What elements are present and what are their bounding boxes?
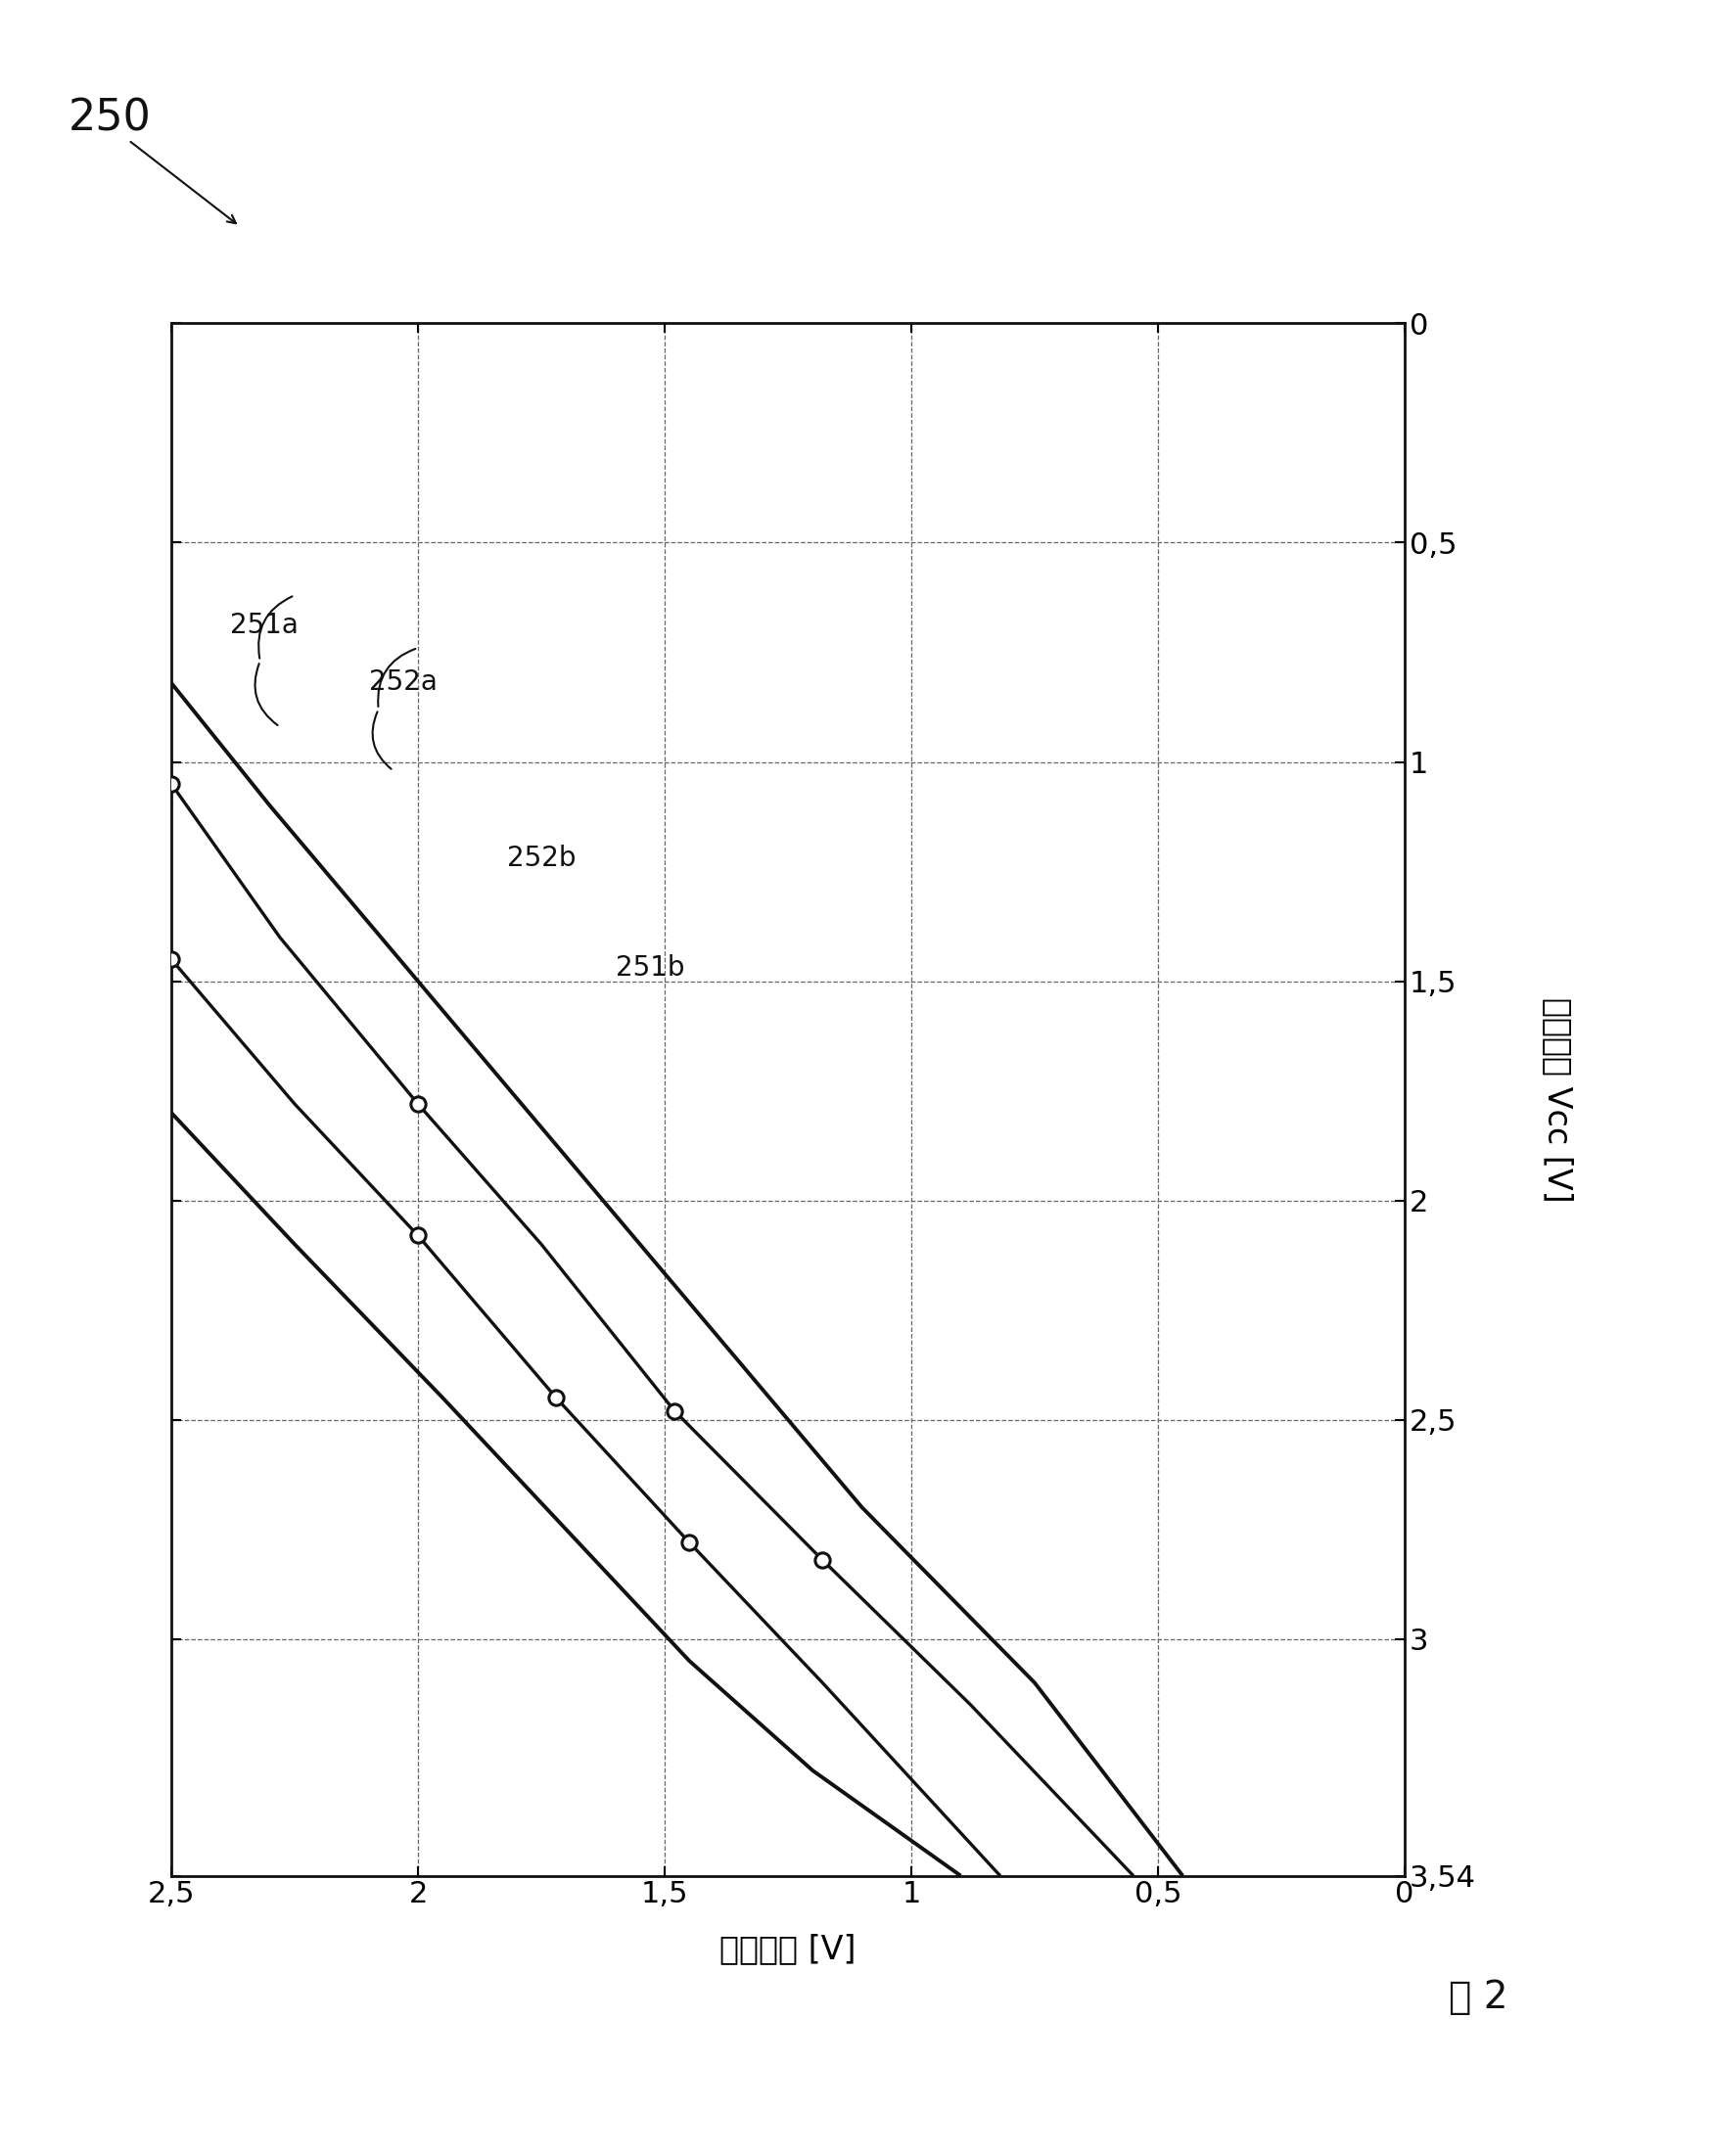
Text: 252b: 252b xyxy=(507,845,576,871)
Y-axis label: 工作电压 Vcc [V]: 工作电压 Vcc [V] xyxy=(1542,996,1574,1203)
Text: 252a: 252a xyxy=(368,668,437,696)
Text: 251a: 251a xyxy=(231,612,298,638)
Text: 250: 250 xyxy=(69,97,152,140)
Text: 251b: 251b xyxy=(615,953,683,981)
Text: 图 2: 图 2 xyxy=(1447,1979,1507,2016)
X-axis label: 关系电压 [V]: 关系电压 [V] xyxy=(719,1934,856,1966)
